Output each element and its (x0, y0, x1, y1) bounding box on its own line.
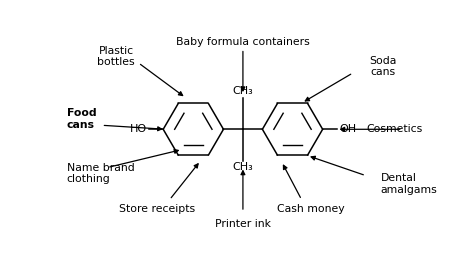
Text: Food
cans: Food cans (66, 108, 96, 130)
Text: Baby formula containers: Baby formula containers (176, 37, 310, 47)
Text: CH₃: CH₃ (233, 162, 253, 172)
Text: Soda
cans: Soda cans (369, 56, 396, 77)
Text: HO: HO (129, 124, 146, 134)
Text: Dental
amalgams: Dental amalgams (381, 173, 438, 195)
Text: Printer ink: Printer ink (215, 219, 271, 229)
Text: CH₃: CH₃ (233, 86, 253, 96)
Text: Cosmetics: Cosmetics (367, 124, 423, 134)
Text: Cash money: Cash money (277, 204, 345, 214)
Text: Plastic
bottles: Plastic bottles (97, 46, 135, 67)
Text: Store receipts: Store receipts (118, 204, 195, 214)
Text: Name brand
clothing: Name brand clothing (66, 163, 134, 184)
Text: OH: OH (339, 124, 356, 134)
